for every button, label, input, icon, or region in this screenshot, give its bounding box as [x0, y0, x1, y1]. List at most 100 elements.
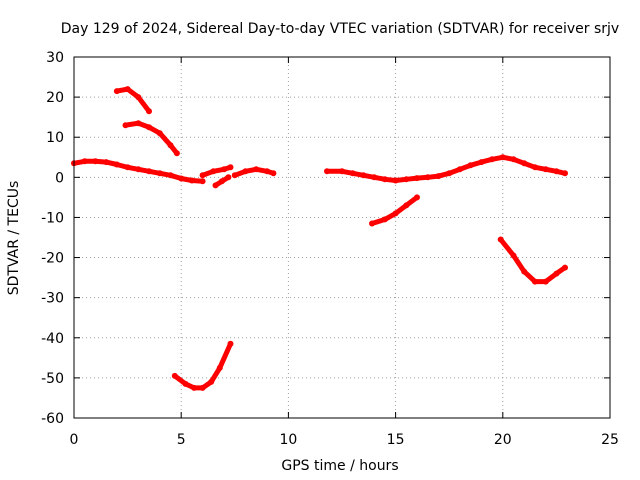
data-point [135, 120, 142, 127]
data-point [227, 164, 234, 171]
plot-frame [73, 56, 611, 419]
data-point [113, 161, 120, 168]
data-point [156, 170, 163, 177]
x-tick-label: 20 [494, 432, 512, 448]
data-point [510, 156, 517, 163]
y-tick-label: -20 [41, 251, 64, 267]
data-point [446, 170, 453, 177]
chart-title: Day 129 of 2024, Sidereal Day-to-day VTE… [61, 21, 619, 37]
data-point [270, 170, 277, 177]
data-point [188, 177, 195, 184]
data-point [521, 268, 528, 275]
data-point [424, 174, 431, 181]
x-tick-label: 25 [601, 432, 619, 448]
data-point [146, 108, 152, 115]
y-tick-label: -30 [41, 291, 64, 307]
data-point [199, 178, 206, 185]
data-point [553, 270, 560, 277]
data-point [369, 220, 375, 227]
data-point [435, 173, 442, 180]
data-point [212, 182, 219, 189]
y-tick-label: 30 [46, 50, 64, 66]
y-tick-label: -50 [41, 371, 64, 387]
data-point [178, 175, 185, 182]
data-point [199, 172, 206, 179]
data-point [264, 168, 270, 175]
data-point [135, 166, 142, 173]
data-point [146, 124, 152, 131]
data-point [124, 86, 131, 93]
data-point [381, 176, 388, 183]
data-point [218, 178, 225, 185]
data-point [456, 166, 463, 173]
data-point [510, 252, 517, 259]
x-tick-label: 10 [279, 432, 297, 448]
data-point [403, 202, 410, 209]
data-point [360, 172, 367, 179]
data-point [191, 384, 198, 391]
grid-lines [74, 57, 610, 418]
data-point [553, 168, 560, 175]
data-point [167, 142, 174, 149]
data-point [135, 94, 142, 101]
data-point [562, 264, 568, 271]
data-point [242, 168, 249, 175]
data-point [113, 88, 120, 95]
data-point [499, 154, 506, 161]
data-point [221, 166, 228, 173]
data-point [124, 164, 131, 171]
data-point [231, 172, 238, 179]
series-line-arc-6 [114, 86, 152, 114]
data-point [210, 168, 217, 175]
y-tick-label: -40 [41, 331, 64, 347]
data-point [156, 130, 163, 137]
data-point [371, 174, 378, 181]
y-tick-label: -10 [41, 210, 64, 226]
data-point [182, 380, 189, 387]
data-point [216, 364, 223, 371]
series-line-arc-2 [200, 164, 233, 178]
x-axis-label: GPS time / hours [281, 458, 398, 474]
data-point [92, 158, 99, 165]
data-point [467, 162, 474, 169]
data-point [414, 175, 420, 182]
data-point [173, 150, 180, 157]
x-tick-label: 0 [70, 432, 79, 448]
data-point [199, 384, 206, 391]
data-point [532, 164, 538, 171]
data-point [392, 210, 399, 217]
y-axis-label: SDTVAR / TECUs [6, 181, 22, 296]
data-point [225, 174, 232, 181]
data-point [392, 177, 399, 184]
data-point [324, 168, 330, 175]
data-point [208, 378, 215, 385]
data-point [542, 278, 549, 285]
series-line-arc-8 [172, 341, 233, 391]
data-point [349, 170, 356, 177]
y-tick-label: 0 [55, 170, 64, 186]
data-point [146, 168, 152, 175]
data-point [489, 156, 496, 163]
data-point [227, 340, 234, 347]
data-point [171, 372, 178, 379]
data-point [414, 194, 420, 201]
y-tick-label: 10 [46, 130, 64, 146]
data-point [122, 122, 129, 129]
y-tick-label: 20 [46, 90, 64, 106]
data-point [103, 159, 110, 166]
x-tick-label: 5 [177, 432, 186, 448]
data-point [497, 236, 504, 243]
series-line-arc-9 [369, 194, 420, 226]
data-point [562, 170, 568, 177]
y-tick-label: -60 [41, 411, 64, 427]
data-point [542, 166, 549, 173]
data-point [478, 159, 485, 166]
data-point [532, 278, 538, 285]
x-tick-label: 15 [387, 432, 405, 448]
data-point [253, 166, 260, 173]
data-point [403, 176, 410, 183]
data-point [167, 172, 174, 179]
data-point [521, 160, 528, 167]
axis-ticks: 0 5 10 15 20 25 30 20 10 0 -10 -20 -30 -40 -50 -60 [41, 50, 619, 448]
